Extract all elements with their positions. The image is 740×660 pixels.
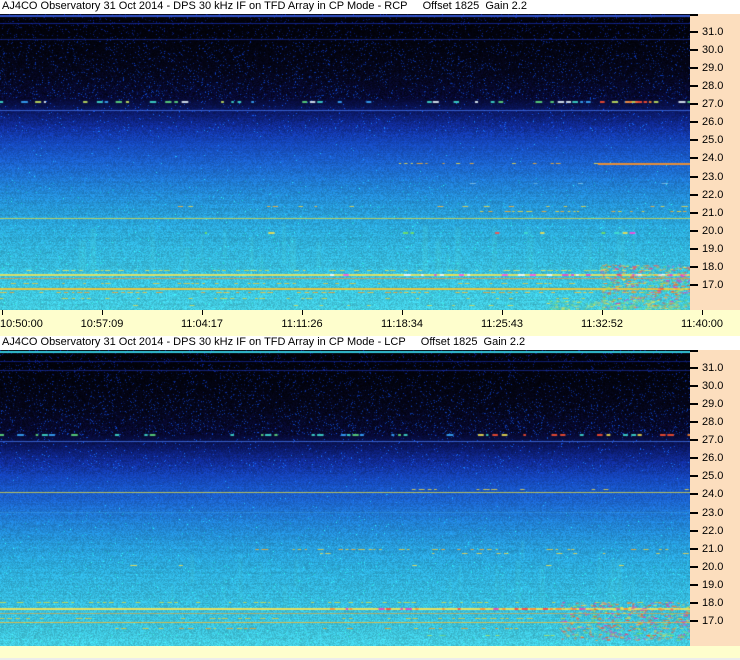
freq-tick — [690, 85, 698, 88]
freq-tick — [690, 475, 698, 478]
freq-tick — [690, 247, 698, 250]
freq-tick-label: 28.0 — [702, 80, 724, 93]
freq-tick — [690, 67, 698, 70]
freq-tick — [690, 601, 698, 604]
freq-axis-lcp: 31.0 30.0 29.0 28.0 27.0 26.0 25.0 24.0 23.0 22.0… — [690, 350, 740, 646]
freq-tick — [690, 619, 698, 622]
freq-tick-label: 31.0 — [702, 362, 724, 374]
freq-tick-label: 30.0 — [702, 380, 724, 393]
freq-tick-label: 30.0 — [702, 44, 724, 57]
panel-lcp: 31.0 30.0 29.0 28.0 27.0 26.0 25.0 24.0 23.0 22.0… — [0, 350, 740, 646]
spectrogram-lcp-canvas — [0, 350, 690, 646]
freq-tick — [690, 31, 698, 33]
freq-tick-label: 26.0 — [702, 116, 724, 129]
freq-tick-label: 27.0 — [702, 98, 724, 111]
spectrogram-rcp-canvas — [0, 14, 690, 310]
time-tick-label: 11:04:17 — [180, 318, 223, 330]
time-axis: 10:50:00 10:57:09 11:04:17 11:11:26 11:18:34… — [0, 310, 740, 336]
freq-tick-label: 26.0 — [702, 452, 724, 465]
time-tick-label: 11:11:26 — [281, 318, 323, 330]
freq-axis-rcp: 31.0 30.0 29.0 28.0 27.0 26.0 25.0 24.0 23.0 22.0… — [690, 14, 740, 310]
time-tick — [302, 310, 303, 315]
freq-tick-label: 18.0 — [702, 596, 724, 609]
freq-tick-label: 24.0 — [702, 152, 724, 165]
freq-tick — [690, 265, 698, 268]
freq-tick — [690, 139, 698, 142]
time-tick — [2, 310, 3, 315]
freq-tick — [690, 211, 698, 214]
freq-tick — [690, 403, 698, 406]
freq-tick-label: 28.0 — [702, 416, 724, 429]
freq-tick-label: 24.0 — [702, 488, 724, 501]
freq-tick — [690, 157, 698, 160]
time-tick — [402, 310, 403, 315]
freq-tick-label: 19.0 — [702, 242, 724, 255]
freq-tick — [690, 493, 698, 496]
freq-tick — [690, 175, 698, 178]
freq-tick — [690, 121, 698, 124]
freq-tick-label: 25.0 — [702, 470, 724, 483]
freq-tick-label: 23.0 — [702, 170, 724, 183]
freq-tick-label: 25.0 — [702, 134, 724, 147]
bottom-strip — [0, 646, 740, 660]
time-tick — [602, 310, 603, 315]
freq-tick-label: 31.0 — [702, 26, 724, 38]
freq-tick-label: 29.0 — [702, 62, 724, 75]
freq-tick-label: 20.0 — [702, 224, 724, 237]
freq-tick-label: 23.0 — [702, 506, 724, 519]
freq-tick-label: 18.0 — [702, 260, 724, 273]
freq-tick-label: 17.0 — [702, 614, 724, 627]
freq-tick — [690, 511, 698, 514]
panel-title-lcp: AJ4CO Observatory 31 Oct 2014 - DPS 30 k… — [0, 336, 740, 350]
time-tick — [502, 310, 503, 315]
time-tick-label: 11:18:34 — [380, 318, 423, 330]
freq-tick — [690, 547, 698, 550]
freq-tick — [690, 229, 698, 232]
freq-tick-label: 29.0 — [702, 398, 724, 411]
time-tick — [702, 310, 703, 315]
freq-tick — [690, 283, 698, 286]
time-tick-label: 11:32:52 — [580, 318, 623, 330]
freq-tick-label: 20.0 — [702, 560, 724, 573]
freq-tick-label: 21.0 — [702, 542, 724, 555]
freq-tick — [690, 565, 698, 568]
freq-tick-label: 17.0 — [702, 278, 724, 291]
freq-tick — [690, 49, 698, 52]
panel-title-rcp: AJ4CO Observatory 31 Oct 2014 - DPS 30 k… — [0, 0, 740, 14]
freq-tick — [690, 583, 698, 586]
freq-tick — [690, 421, 698, 424]
time-tick-label: 11:25:43 — [480, 318, 523, 330]
freq-tick — [690, 385, 698, 388]
panel-rcp: 31.0 30.0 29.0 28.0 27.0 26.0 25.0 24.0 23.0 22.0… — [0, 14, 740, 310]
freq-tick — [690, 350, 698, 352]
freq-tick — [690, 103, 698, 106]
time-tick-label: 11:40:00 — [680, 318, 723, 330]
freq-tick — [690, 193, 698, 196]
freq-tick — [690, 367, 698, 369]
freq-tick-label: 22.0 — [702, 524, 724, 537]
freq-tick-label: 22.0 — [702, 188, 724, 201]
time-tick — [202, 310, 203, 315]
time-tick-label: 10:57:09 — [80, 318, 124, 330]
time-tick-label: 10:50:00 — [0, 318, 43, 330]
freq-tick — [690, 457, 698, 460]
freq-tick — [690, 529, 698, 532]
freq-tick — [690, 439, 698, 442]
freq-tick-label: 27.0 — [702, 434, 724, 447]
time-tick — [102, 310, 103, 315]
freq-tick-label: 21.0 — [702, 206, 724, 219]
freq-tick-label: 19.0 — [702, 578, 724, 591]
freq-tick — [690, 14, 698, 16]
